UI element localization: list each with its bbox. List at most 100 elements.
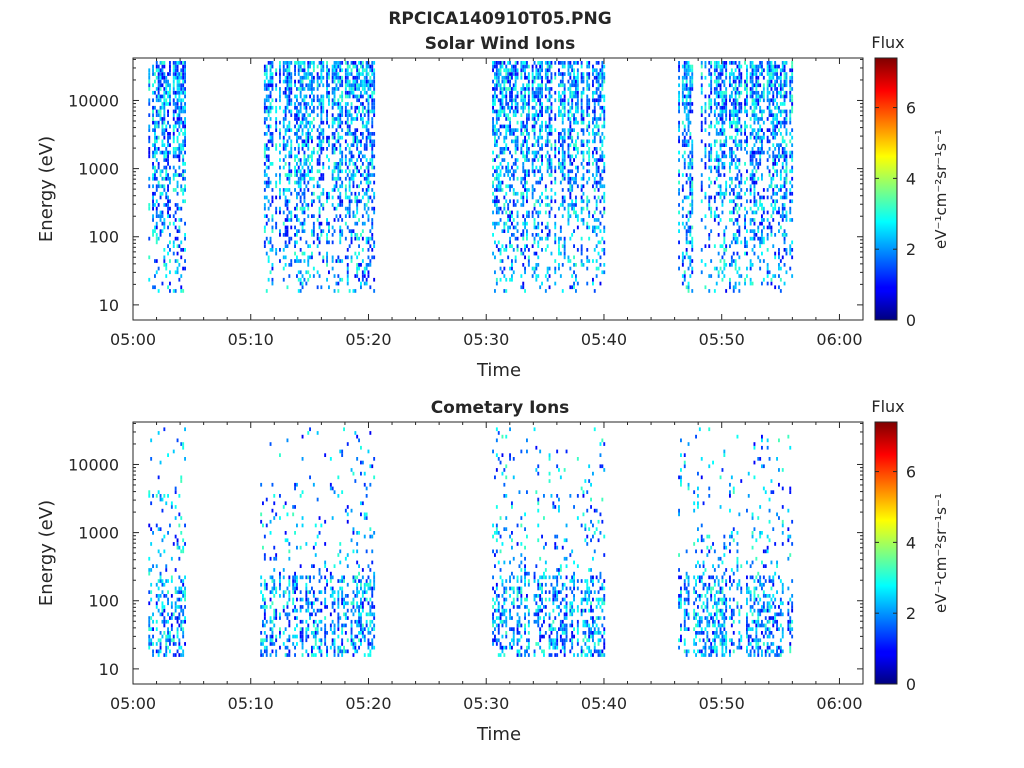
spectrogram-cell	[309, 132, 311, 136]
spectrogram-cell	[772, 165, 775, 170]
spectrogram-cell	[541, 68, 543, 73]
spectrogram-cell	[586, 150, 589, 155]
spectrogram-cell	[710, 180, 713, 185]
spectrogram-cell	[681, 184, 684, 189]
spectrogram-cell	[738, 72, 741, 76]
spectrogram-cell	[569, 169, 572, 174]
spectrogram-cell	[588, 83, 591, 88]
spectrogram-cell	[526, 199, 528, 204]
spectrogram-cell	[311, 154, 313, 159]
spectrogram-cell	[689, 255, 692, 260]
spectrogram-cell	[567, 102, 570, 106]
spectrogram-cell	[550, 147, 553, 151]
spectrogram-cell	[592, 109, 594, 114]
spectrogram-cell	[271, 132, 274, 136]
spectrogram-cell	[597, 79, 600, 84]
spectrogram-cell	[603, 109, 606, 114]
spectrogram-cell	[766, 195, 769, 200]
spectrogram-cell	[148, 150, 151, 155]
spectrogram-cell	[503, 158, 506, 162]
spectrogram-cell	[561, 154, 564, 159]
spectrogram-cell	[352, 184, 355, 189]
spectrogram-cell	[505, 117, 508, 121]
spectrogram-cell	[762, 120, 765, 125]
spectrogram-cell	[593, 180, 596, 185]
spectrogram-cell	[732, 109, 735, 114]
spectrogram-cell	[723, 263, 726, 267]
spectrogram-cell	[373, 180, 376, 185]
spectrogram-cell	[286, 124, 289, 129]
spectrogram-cell	[713, 124, 716, 129]
spectrogram-cell	[781, 64, 784, 69]
spectrogram-cell	[575, 180, 577, 185]
spectrogram-cell	[155, 135, 158, 140]
spectrogram-cell	[736, 75, 739, 80]
spectrogram-cell	[736, 64, 739, 69]
spectrogram-cell	[288, 120, 291, 125]
spectrogram-cell	[783, 109, 786, 114]
spectrogram-cell	[354, 135, 357, 140]
spectrogram-cell	[546, 165, 549, 170]
spectrogram-cell	[360, 61, 362, 65]
spectrogram-cell	[526, 244, 528, 248]
spectrogram-cell	[495, 113, 498, 117]
spectrogram-cell	[360, 64, 362, 69]
spectrogram-cell	[766, 139, 769, 144]
spectrogram-cell	[586, 259, 589, 263]
spectrogram-cell	[297, 135, 300, 140]
spectrogram-cell	[350, 229, 353, 233]
spectrogram-cell	[732, 120, 735, 125]
spectrogram-cell	[503, 68, 506, 73]
spectrogram-cell	[575, 277, 577, 282]
spectrogram-cell	[184, 162, 186, 166]
spectrogram-cell	[309, 79, 311, 84]
spectrogram-cell	[526, 143, 528, 147]
spectrogram-cell	[580, 251, 583, 256]
spectrogram-cell	[573, 255, 575, 260]
spectrogram-cell	[774, 274, 777, 278]
spectrogram-cell	[717, 162, 720, 166]
spectrogram-cell	[346, 266, 349, 271]
spectrogram-cell	[279, 120, 281, 125]
spectrogram-cell	[779, 113, 782, 117]
spectrogram-cell	[575, 61, 577, 65]
spectrogram-cell	[541, 162, 543, 166]
spectrogram-cell	[520, 98, 523, 103]
spectrogram-cell	[373, 210, 376, 215]
spectrogram-cell	[757, 98, 760, 103]
spectrogram-cell	[603, 210, 606, 215]
spectrogram-cell	[161, 128, 164, 132]
spectrogram-cell	[322, 165, 325, 170]
spectrogram-cell	[176, 251, 179, 256]
spectrogram-cell	[689, 64, 692, 69]
spectrogram-cell	[322, 139, 325, 144]
spectrogram-cell	[286, 64, 289, 69]
spectrogram-cell	[159, 75, 162, 80]
spectrogram-cell	[753, 105, 756, 110]
spectrogram-cell	[263, 195, 266, 200]
spectrogram-cell	[297, 72, 300, 76]
spectrogram-cell	[511, 214, 513, 218]
spectrogram-cell	[736, 210, 739, 215]
spectrogram-cell	[509, 184, 511, 189]
spectrogram-cell	[770, 79, 773, 84]
spectrogram-cell	[501, 94, 504, 99]
spectrogram-cell	[683, 195, 686, 200]
spectrogram-cell	[505, 87, 508, 91]
spectrogram-cell	[582, 79, 585, 84]
spectrogram-cell	[535, 225, 538, 230]
spectrogram-cell	[320, 221, 323, 226]
spectrogram-cell	[717, 233, 720, 237]
spectrogram-cell	[297, 128, 300, 132]
spectrogram-cell	[288, 210, 291, 215]
spectrogram-cell	[548, 162, 551, 166]
spectrogram-cell	[761, 147, 763, 151]
spectrogram-cell	[152, 218, 154, 222]
spectrogram-cell	[514, 203, 517, 207]
spectrogram-cell	[263, 83, 266, 88]
spectrogram-cell	[367, 248, 370, 252]
spectrogram-cell	[770, 225, 773, 230]
spectrogram-cell	[335, 147, 338, 151]
spectrogram-cell	[683, 87, 686, 91]
spectrogram-cell	[678, 180, 680, 185]
